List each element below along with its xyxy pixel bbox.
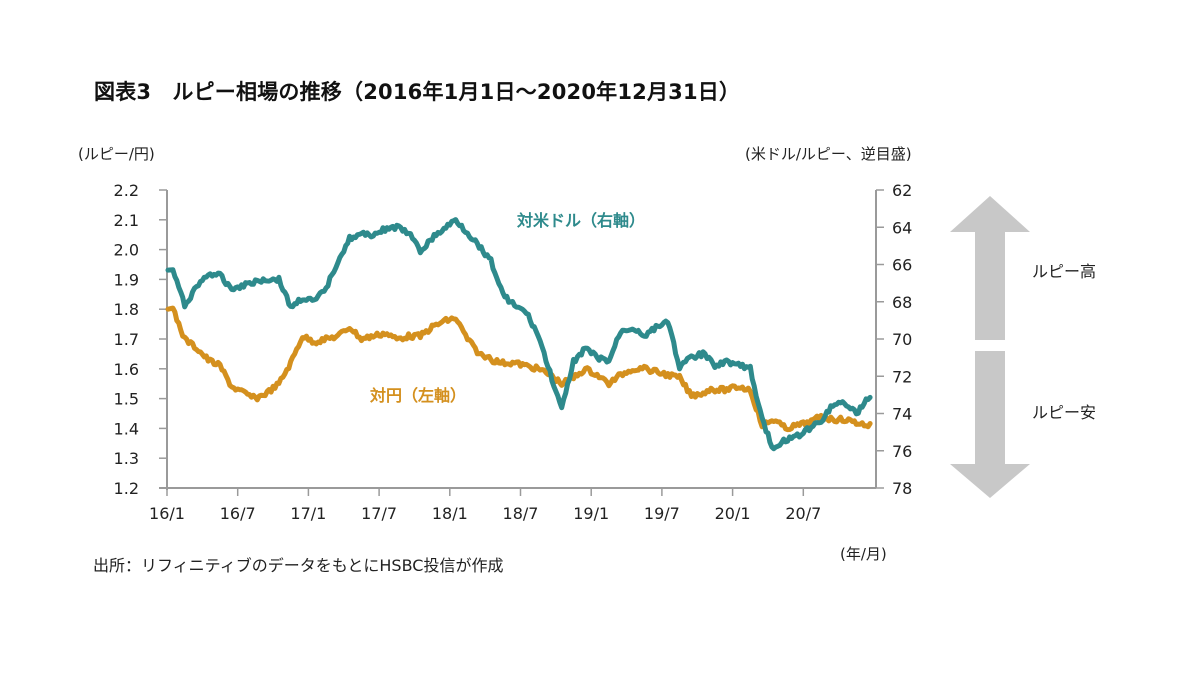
series-line-jpy — [168, 308, 870, 430]
series-line-usd — [168, 220, 870, 449]
right-tick-label: 62 — [892, 181, 912, 200]
right-tick-label: 70 — [892, 330, 912, 349]
right-tick-label: 76 — [892, 442, 912, 461]
arrow-up-label: ルピー高 — [1032, 262, 1096, 281]
left-tick-label: 1.2 — [114, 479, 139, 498]
x-tick-label: 19/1 — [573, 504, 609, 523]
x-tick-label: 20/1 — [715, 504, 751, 523]
left-tick-label: 2.0 — [114, 241, 139, 260]
right-tick-label: 68 — [892, 293, 912, 312]
arrow-down-label: ルピー安 — [1032, 403, 1096, 422]
left-tick-label: 1.7 — [114, 330, 139, 349]
right-tick-label: 74 — [892, 405, 912, 424]
left-tick-label: 1.6 — [114, 360, 139, 379]
axes: 2.2 2.1 2.0 1.9 1.8 1.7 1.6 1.5 1.4 1.3 1.2 62 64 66 6… — [114, 181, 913, 523]
x-tick-label: 17/1 — [290, 504, 326, 523]
x-tick-label: 19/7 — [644, 504, 680, 523]
left-tick-label: 1.5 — [114, 390, 139, 409]
left-tick-label: 1.9 — [114, 270, 139, 289]
right-tick-label: 72 — [892, 367, 912, 386]
right-tick-label: 64 — [892, 218, 912, 237]
left-tick-label: 1.3 — [114, 449, 139, 468]
right-tick-label: 78 — [892, 479, 912, 498]
left-tick-label: 1.4 — [114, 419, 139, 438]
direction-arrows: ルピー高 ルピー安 — [950, 196, 1096, 498]
left-tick-label: 2.2 — [114, 181, 139, 200]
x-tick-label: 17/7 — [361, 504, 397, 523]
left-tick-label: 1.8 — [114, 300, 139, 319]
left-tick-label: 2.1 — [114, 211, 139, 230]
series-label-usd: 対米ドル（右軸） — [516, 211, 645, 230]
series-label-jpy: 対円（左軸） — [369, 386, 466, 405]
arrow-up-icon — [950, 196, 1030, 340]
x-tick-label: 16/1 — [149, 504, 185, 523]
x-tick-label: 18/7 — [503, 504, 539, 523]
right-tick-label: 66 — [892, 256, 912, 275]
arrow-down-icon — [950, 351, 1030, 498]
x-tick-label: 18/1 — [432, 504, 468, 523]
x-tick-label: 16/7 — [220, 504, 256, 523]
series-lines — [168, 220, 870, 451]
x-tick-label: 20/7 — [785, 504, 821, 523]
